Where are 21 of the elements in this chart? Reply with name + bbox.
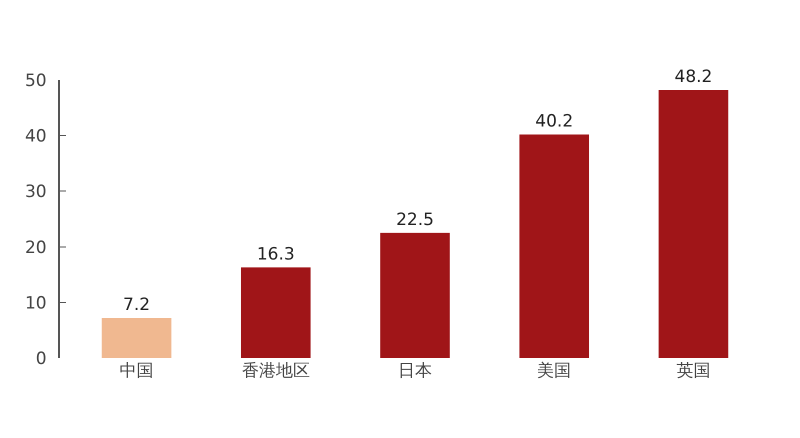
y-tick-label: 50 — [24, 70, 47, 91]
bar — [102, 318, 172, 358]
data-label: 7.2 — [123, 294, 150, 315]
data-label: 22.5 — [396, 210, 434, 230]
bar — [380, 232, 450, 358]
y-tick-label: 20 — [24, 238, 47, 258]
x-tick-label: 日本 — [398, 361, 432, 381]
bar — [240, 267, 311, 358]
bar — [658, 90, 728, 358]
data-label: 16.3 — [256, 244, 295, 264]
y-tick-label: 0 — [36, 348, 47, 369]
bar — [519, 134, 590, 358]
data-label: 48.2 — [674, 67, 712, 88]
x-tick-label: 英国 — [676, 361, 710, 381]
y-tick-label: 10 — [24, 293, 47, 314]
y-tick-label: 40 — [24, 126, 47, 147]
data-label: 40.2 — [535, 111, 574, 132]
x-tick-label: 美国 — [537, 361, 572, 381]
x-tick-label: 中国 — [120, 361, 154, 381]
y-tick-label: 30 — [24, 182, 47, 202]
x-tick-label: 香港地区 — [242, 361, 310, 381]
